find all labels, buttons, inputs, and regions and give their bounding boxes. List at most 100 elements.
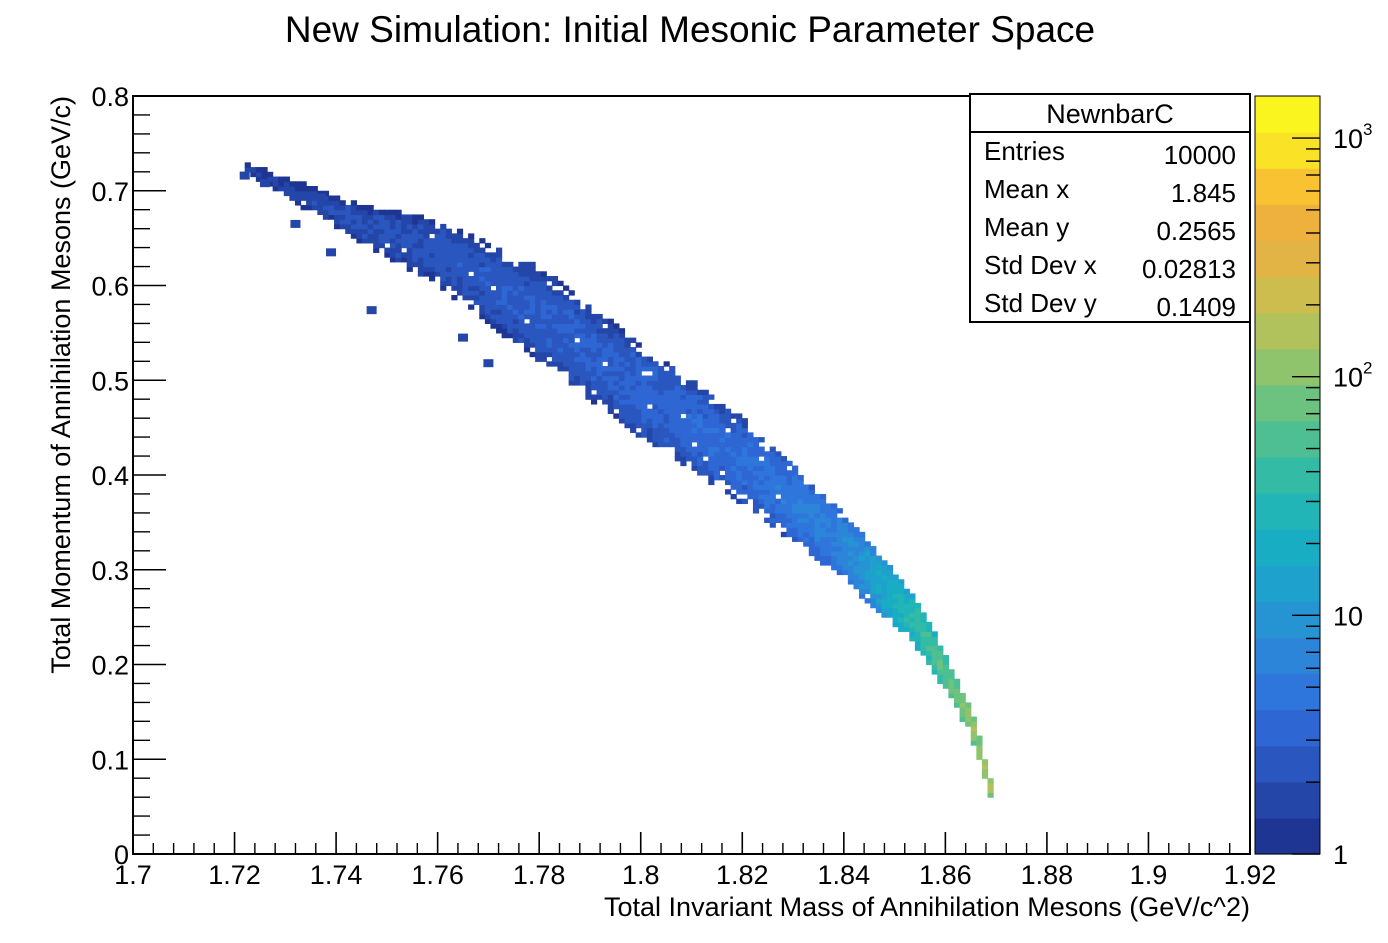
heatmap-cell — [389, 252, 397, 258]
heatmap-cell — [445, 233, 452, 239]
heatmap-cell — [512, 299, 519, 306]
heatmap-cell — [585, 332, 592, 339]
heatmap-cell — [819, 560, 827, 566]
heatmap-cell — [250, 171, 257, 178]
heatmap-cell — [680, 427, 687, 433]
heatmap-cell — [708, 479, 715, 486]
heatmap-cell — [758, 470, 765, 476]
heatmap-cell — [663, 427, 670, 433]
heatmap-cell — [429, 266, 436, 272]
heatmap-cell — [892, 579, 899, 585]
heatmap-cell — [931, 645, 938, 651]
heatmap-cell — [786, 522, 793, 528]
heatmap-cell — [870, 583, 877, 590]
heatmap-cell — [635, 399, 642, 405]
heatmap-cell — [378, 242, 385, 249]
heatmap-cell — [697, 399, 704, 405]
heatmap-cell — [635, 422, 642, 429]
heatmap-cell — [708, 418, 715, 424]
heatmap-cell — [641, 403, 648, 410]
heatmap-cell — [484, 299, 492, 306]
heatmap-cell — [847, 560, 855, 566]
heatmap-cell — [646, 384, 653, 391]
heatmap-cell — [412, 257, 419, 263]
heatmap-cell — [339, 219, 346, 225]
heatmap-cell — [954, 683, 961, 689]
heatmap-cell — [278, 176, 285, 182]
y-axis-label: Total Momentum of Annihilation Mesons (G… — [46, 96, 76, 674]
heatmap-cell — [596, 394, 603, 400]
heatmap-cell — [579, 318, 586, 324]
heatmap-cell — [540, 309, 547, 315]
heatmap-cell — [462, 280, 469, 287]
heatmap-cell — [568, 328, 575, 334]
heatmap-cell — [708, 475, 715, 481]
heatmap-cell — [512, 332, 519, 339]
heatmap-cell — [769, 460, 776, 467]
heatmap-cell — [708, 403, 715, 410]
heatmap-cell — [339, 223, 346, 230]
heatmap-cell — [736, 465, 743, 471]
heatmap-cell — [663, 408, 670, 415]
heatmap-cell — [456, 280, 464, 287]
heatmap-cell — [563, 299, 570, 306]
heatmap-cell — [417, 228, 425, 234]
heatmap-cell — [618, 328, 626, 334]
heatmap-cell — [529, 342, 536, 348]
heatmap-cell — [808, 546, 815, 552]
heatmap-cell — [607, 342, 614, 348]
heatmap-cell — [535, 342, 542, 348]
heatmap-cell — [546, 332, 553, 339]
heatmap-cell — [255, 167, 263, 173]
color-scale-band — [1255, 456, 1320, 494]
heatmap-cell — [289, 181, 296, 187]
heatmap-cell — [473, 257, 480, 263]
heatmap-cell — [523, 304, 531, 310]
heatmap-cell — [607, 394, 614, 400]
heatmap-cell — [585, 389, 592, 396]
heatmap-cell — [624, 413, 631, 419]
heatmap-cell — [300, 204, 307, 211]
heatmap-cell — [384, 238, 391, 244]
heatmap-cell — [775, 484, 782, 490]
heatmap-blob — [290, 219, 301, 228]
heatmap-cell — [523, 276, 531, 282]
heatmap-cell — [808, 489, 815, 495]
heatmap-cell — [507, 299, 514, 306]
heatmap-cell — [931, 636, 938, 642]
heatmap-cell — [758, 479, 765, 486]
heatmap-cell — [523, 332, 531, 339]
heatmap-cell — [725, 460, 732, 467]
heatmap-cell — [769, 489, 776, 495]
heatmap-cell — [540, 304, 547, 310]
heatmap-cell — [747, 451, 754, 457]
heatmap-cell — [842, 536, 849, 542]
heatmap-cell — [870, 593, 877, 599]
heatmap-cell — [685, 456, 693, 462]
heatmap-cell — [931, 650, 938, 656]
heatmap-cell — [607, 403, 614, 410]
heatmap-cell — [786, 498, 793, 505]
heatmap-cell — [803, 541, 810, 547]
heatmap-cell — [579, 370, 586, 377]
heatmap-cell — [574, 328, 581, 334]
heatmap-cell — [725, 470, 732, 476]
heatmap-cell — [529, 276, 536, 282]
heatmap-cell — [334, 204, 341, 211]
heatmap-cell — [758, 475, 765, 481]
heatmap-cell — [546, 361, 553, 367]
heatmap-cell — [389, 233, 397, 239]
heatmap-cell — [708, 456, 715, 462]
heatmap-cell — [685, 422, 693, 429]
heatmap-cell — [529, 271, 536, 277]
heatmap-cell — [641, 413, 648, 419]
heatmap-cell — [641, 432, 648, 438]
heatmap-cell — [663, 413, 670, 419]
heatmap-cell — [389, 242, 397, 249]
heatmap-cell — [669, 384, 676, 391]
heatmap-cell — [490, 313, 497, 320]
heatmap-cell — [540, 347, 547, 353]
heatmap-cell — [473, 247, 480, 253]
heatmap-cell — [384, 247, 391, 253]
heatmap-cell — [652, 389, 659, 396]
